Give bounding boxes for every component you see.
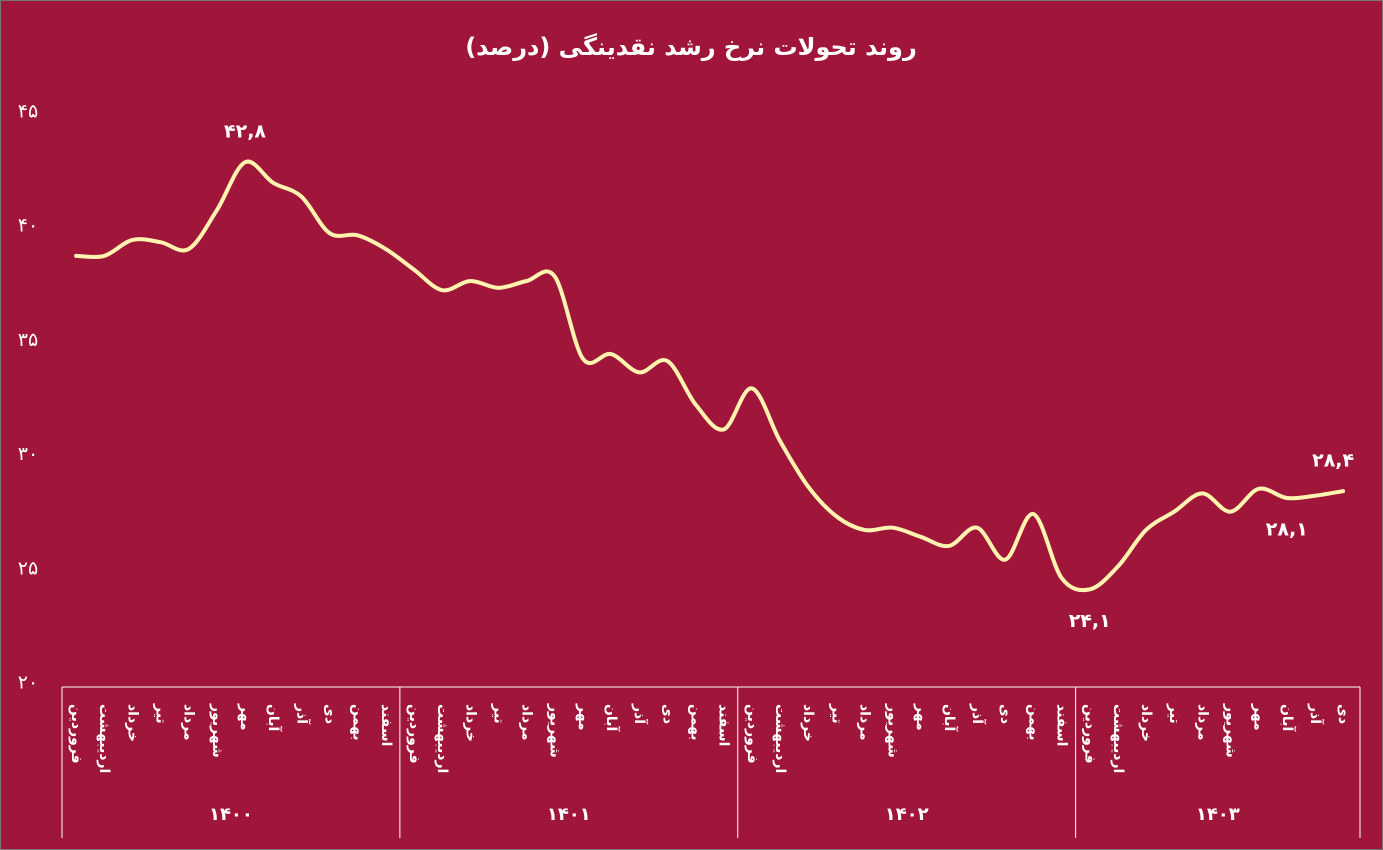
y-tick-label: ۲۵ (18, 557, 38, 579)
x-tick-label: تیر (153, 703, 169, 724)
x-tick-label: تیر (490, 703, 506, 724)
x-tick-label: دی (997, 704, 1013, 724)
y-tick-label: ۴۰ (18, 215, 38, 237)
year-label: ۱۴۰۰ (209, 804, 253, 825)
x-tick-label: شهریور (547, 703, 563, 758)
x-tick-label: اسفند (1054, 704, 1070, 746)
year-label: ۱۴۰۲ (885, 804, 929, 825)
x-tick-label: خرداد (1138, 704, 1154, 742)
data-label: ۲۸,۴ (1312, 450, 1354, 472)
x-tick-label: مرداد (519, 704, 535, 741)
line (74, 159, 1346, 593)
x-tick-label: اردیبهشت (772, 704, 788, 773)
x-tick-label: بهمن (1025, 704, 1041, 740)
x-tick-label: تیر (1166, 703, 1182, 724)
x-tick-label: دی (1335, 704, 1351, 724)
x-tick-label: شهریور (885, 703, 901, 758)
year-label: ۱۴۰۱ (547, 804, 591, 825)
x-tick-label: آبان (603, 704, 621, 732)
x-tick-label: آبان (1279, 704, 1297, 732)
x-tick-label: آذر (293, 703, 311, 725)
x-tick-label: تیر (828, 703, 844, 724)
x-tick-label: خرداد (124, 704, 140, 742)
x-tick-label: بهمن (688, 704, 704, 740)
data-label: ۴۲,۸ (224, 121, 266, 143)
x-tick-label: آبان (265, 704, 283, 732)
x-tick-label: خرداد (462, 704, 478, 742)
y-tick-label: ۳۵ (18, 329, 38, 351)
x-tick-label: فروردین (744, 704, 760, 764)
x-tick-label: مهر (913, 703, 929, 731)
y-tick-label: ۴۵ (18, 101, 38, 123)
x-tick-label: دی (321, 704, 337, 724)
x-tick-label: مرداد (181, 704, 197, 741)
x-tick-label: آذر (631, 703, 649, 725)
x-tick-label: فروردین (406, 704, 422, 764)
x-tick-label: اردیبهشت (96, 704, 112, 773)
x-tick-label: شهریور (1222, 703, 1238, 758)
y-tick-label: ۲۰ (18, 672, 38, 694)
x-tick-label: آذر (1307, 703, 1325, 725)
x-tick-label: اردیبهشت (1110, 704, 1126, 773)
data-label: ۲۸,۱ (1266, 518, 1308, 540)
x-tick-label: مرداد (856, 704, 872, 741)
x-tick-label: فروردین (1082, 704, 1098, 764)
x-tick-label: مهر (1251, 703, 1267, 731)
x-tick-label: اسفند (716, 704, 732, 746)
x-tick-label: فروردین (68, 704, 84, 764)
x-tick-label: آذر (969, 703, 987, 725)
x-tick-label: مهر (575, 703, 591, 731)
x-tick-label: بهمن (350, 704, 366, 740)
x-tick-label: اسفند (378, 704, 394, 746)
x-tick-label: اردیبهشت (434, 704, 450, 773)
x-tick-label: آبان (941, 704, 959, 732)
x-tick-label: مرداد (1194, 704, 1210, 741)
x-tick-label: دی (659, 704, 675, 724)
data-label: ۲۴,۱ (1069, 610, 1111, 632)
year-label: ۱۴۰۳ (1196, 804, 1240, 825)
x-tick-label: خرداد (800, 704, 816, 742)
chart-title: روند تحولات نرخ رشد نقدینگی (درصد) (465, 33, 917, 61)
y-tick-label: ۳۰ (18, 443, 38, 465)
x-tick-label: مهر (237, 703, 253, 731)
x-tick-label: شهریور (209, 703, 225, 758)
